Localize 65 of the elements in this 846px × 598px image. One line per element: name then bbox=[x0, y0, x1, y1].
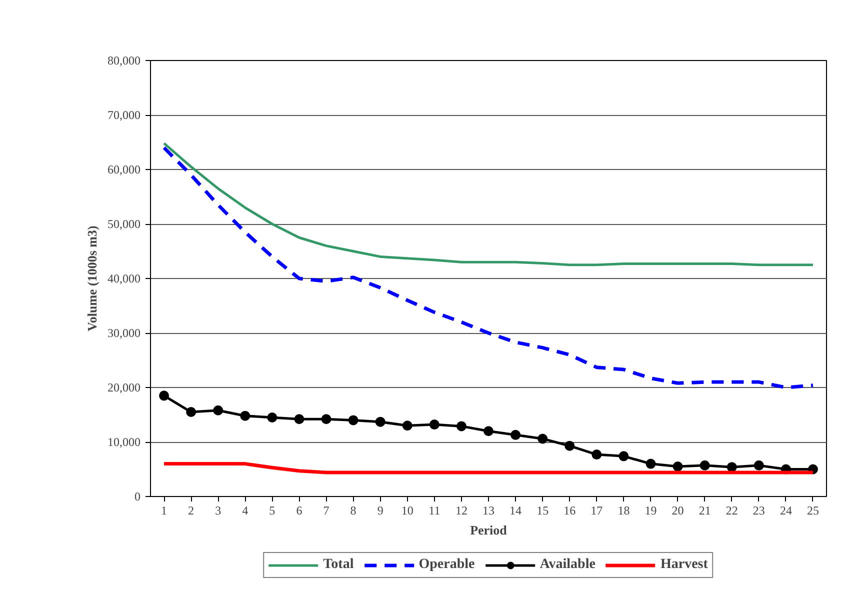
point bbox=[592, 450, 602, 460]
x-tick-label: 6 bbox=[296, 504, 302, 518]
x-tick-label: 4 bbox=[242, 504, 248, 518]
point bbox=[348, 415, 358, 426]
y-tick-label: 60,000 bbox=[108, 162, 140, 176]
point bbox=[538, 434, 548, 444]
point bbox=[484, 426, 494, 436]
x-tick-label: 1 bbox=[161, 504, 168, 518]
x-tick-label: 5 bbox=[269, 504, 276, 518]
x-tick-label: 19 bbox=[644, 504, 657, 518]
point bbox=[213, 405, 224, 416]
point bbox=[375, 416, 386, 427]
x-tick-label: 17 bbox=[590, 504, 603, 518]
y-tick-label: 30,000 bbox=[108, 326, 140, 340]
y-tick-label: 50,000 bbox=[108, 217, 140, 231]
x-tick-label: 3 bbox=[215, 504, 222, 518]
legend-label: Available bbox=[540, 557, 596, 573]
legend-label: Harvest bbox=[660, 557, 708, 573]
point bbox=[564, 440, 575, 451]
point bbox=[429, 420, 440, 430]
x-tick-label: 7 bbox=[323, 504, 330, 518]
point bbox=[646, 458, 656, 469]
x-axis-title: Period bbox=[470, 522, 508, 538]
point bbox=[294, 414, 304, 424]
x-tick-label: 15 bbox=[536, 504, 549, 518]
line-series bbox=[162, 146, 815, 390]
point bbox=[754, 460, 764, 470]
x-tick-label: 21 bbox=[698, 504, 711, 518]
point bbox=[186, 407, 196, 418]
y-axis-title: Volume (1000s m3) bbox=[84, 226, 100, 332]
y-tick-label: 0 bbox=[134, 490, 140, 504]
x-tick-label: 14 bbox=[510, 504, 522, 518]
point bbox=[402, 420, 412, 431]
legend-label: Total bbox=[323, 557, 354, 573]
x-tick-label: 25 bbox=[806, 504, 819, 518]
point bbox=[159, 390, 170, 401]
point bbox=[726, 462, 737, 472]
y-tick-label: 80,000 bbox=[108, 54, 140, 68]
point bbox=[618, 451, 629, 462]
x-tick-label: 8 bbox=[350, 504, 356, 518]
line-series bbox=[162, 142, 814, 266]
point bbox=[672, 462, 683, 472]
point bbox=[700, 460, 710, 470]
legend-label: Operable bbox=[418, 557, 475, 573]
x-tick-label: 13 bbox=[482, 504, 494, 518]
y-tick-label: 70,000 bbox=[108, 108, 140, 122]
x-tick-label: 10 bbox=[401, 504, 414, 518]
point bbox=[267, 412, 278, 422]
x-tick-label: 23 bbox=[752, 504, 765, 518]
point bbox=[240, 410, 250, 421]
y-tick-label: 40,000 bbox=[108, 272, 140, 286]
point bbox=[510, 430, 521, 440]
x-tick-label: 18 bbox=[618, 504, 630, 518]
x-tick-label: 9 bbox=[377, 504, 384, 518]
x-tick-label: 2 bbox=[188, 504, 194, 518]
x-tick-label: 20 bbox=[672, 504, 684, 518]
point bbox=[456, 421, 466, 432]
x-tick-label: 16 bbox=[564, 504, 576, 518]
point bbox=[321, 414, 332, 424]
x-tick-label: 24 bbox=[780, 504, 792, 518]
x-tick-label: 12 bbox=[455, 504, 468, 518]
y-tick-label: 20,000 bbox=[108, 380, 140, 394]
x-tick-label: 11 bbox=[428, 504, 440, 518]
x-tick-label: 22 bbox=[726, 504, 738, 518]
y-tick-label: 10,000 bbox=[108, 435, 140, 449]
